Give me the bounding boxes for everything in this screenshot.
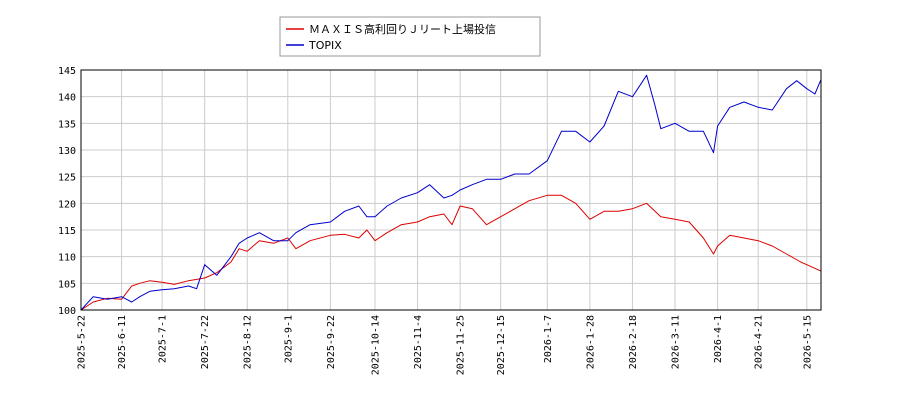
- x-axis: 2025-5-22 2025-6-11 2025-7-1 2025-7-22 2025-…: [77, 315, 814, 375]
- x-tick-label: 2026-4-21: [754, 315, 765, 369]
- x-tick-label: 2025-7-22: [200, 315, 211, 369]
- y-tick-label: 110: [58, 253, 76, 264]
- series-line-1: [80, 74, 822, 311]
- x-tick-label: 2026-3-11: [671, 315, 682, 369]
- x-tick-label: 2025-9-1: [283, 315, 294, 363]
- y-tick-label: 100: [58, 306, 76, 317]
- series-layer: [80, 74, 822, 311]
- x-tick-label: 2026-1-7: [543, 315, 554, 363]
- y-tick-label: 130: [58, 146, 76, 157]
- x-tick-label: 2025-11-4: [413, 315, 424, 369]
- series-line-0: [80, 194, 822, 311]
- y-tick-label: 115: [58, 226, 76, 237]
- x-tick-label: 2026-4-1: [713, 315, 724, 363]
- y-tick-label: 125: [58, 173, 76, 184]
- y-tick-label: 120: [58, 199, 76, 210]
- y-axis: 100 105 110 115 120 125 130 135 140 145: [58, 66, 76, 317]
- y-tick-label: 140: [58, 93, 76, 104]
- x-tick-label: 2025-6-11: [117, 315, 128, 369]
- grid: [80, 69, 821, 311]
- x-tick-label: 2025-8-12: [243, 315, 254, 369]
- plot-frame: [80, 69, 822, 311]
- y-tick-label: 145: [58, 66, 76, 77]
- legend: ＭＡＸＩＳ高利回りＪリート上場投信 TOPIX: [279, 16, 541, 57]
- legend-label-series-1: TOPIX: [308, 39, 342, 52]
- y-tick-label: 105: [58, 279, 76, 290]
- x-tick-label: 2026-2-18: [628, 315, 639, 369]
- legend-box: [279, 16, 541, 57]
- x-tick-label: 2025-9-22: [326, 315, 337, 369]
- legend-label-series-0: ＭＡＸＩＳ高利回りＪリート上場投信: [309, 22, 496, 36]
- x-tick-label: 2025-10-14: [370, 315, 381, 375]
- x-tick-label: 2026-1-28: [585, 315, 596, 369]
- x-tick-label: 2025-5-22: [77, 315, 88, 369]
- x-tick-label: 2025-11-25: [456, 315, 467, 375]
- x-tick-label: 2026-5-15: [802, 315, 813, 369]
- x-tick-label: 2025-12-15: [496, 315, 507, 375]
- x-tick-label: 2025-7-1: [158, 315, 169, 363]
- y-tick-label: 135: [58, 119, 76, 130]
